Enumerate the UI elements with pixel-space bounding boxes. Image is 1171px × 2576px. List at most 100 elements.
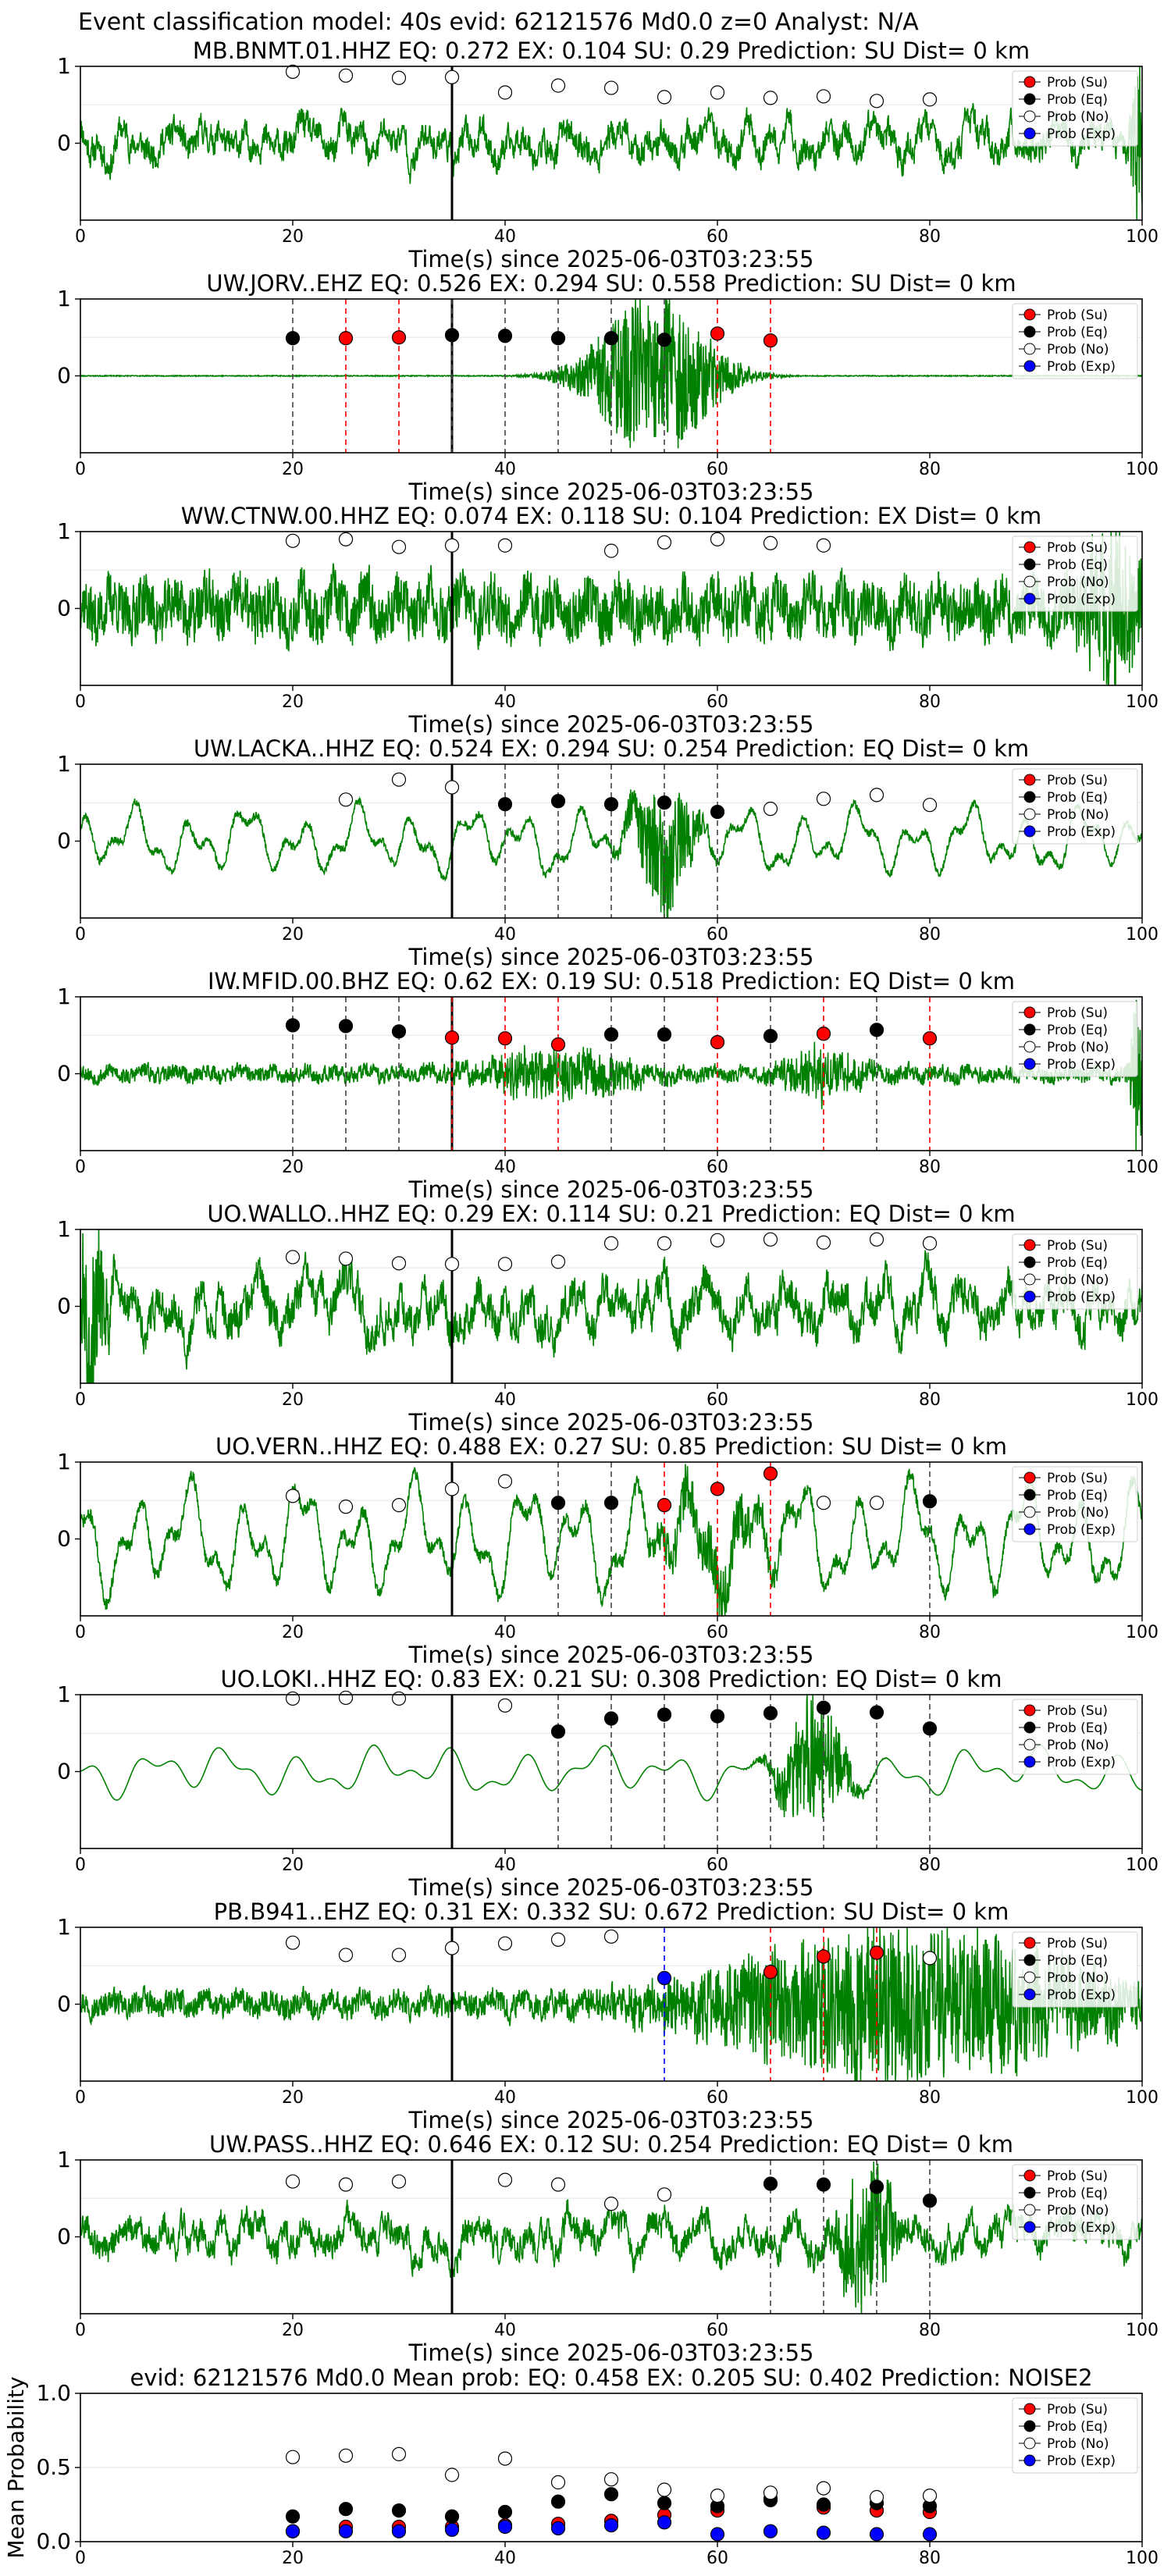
legend-marker-eq: [1023, 1256, 1036, 1268]
legend-label-eq: Prob (Eq): [1047, 1720, 1108, 1736]
mean-marker-eq: [497, 2504, 513, 2520]
x-tick-label: 20: [282, 1856, 304, 1875]
prob-marker-no: [497, 85, 513, 100]
legend-marker-eq: [1023, 326, 1036, 338]
waveform-line: [80, 789, 1142, 918]
prob-marker-eq: [763, 2176, 778, 2191]
prob-marker-no: [497, 1698, 513, 1713]
prob-marker-eq: [922, 2194, 938, 2208]
legend-label-exp: Prob (Exp): [1047, 1290, 1116, 1305]
legend-label-exp: Prob (Exp): [1047, 1755, 1116, 1770]
legend-label-su: Prob (Su): [1047, 2169, 1108, 2184]
x-tick-label: 60: [707, 1158, 728, 1177]
y-tick-label: 0: [57, 828, 71, 854]
prob-marker-no: [444, 69, 460, 84]
legend-marker-no: [1023, 1971, 1036, 1984]
station-panel-7: UO.VERN..HHZ EQ: 0.488 EX: 0.27 SU: 0.85…: [57, 1433, 1159, 1668]
legend-marker-exp: [1023, 127, 1036, 140]
prob-marker-no: [391, 70, 407, 85]
prob-marker-no: [285, 1691, 301, 1706]
x-axis-label: Time(s) since 2025-06-03T03:23:55: [408, 1642, 814, 1668]
prob-marker-eq: [869, 1705, 884, 1720]
prob-marker-no: [816, 538, 831, 553]
x-tick-label: 0: [75, 2549, 86, 2568]
prob-marker-eq: [550, 1724, 566, 1739]
legend-label-su: Prob (Su): [1047, 1238, 1108, 1254]
legend-marker-su: [1023, 2169, 1036, 2182]
panel-title: UO.VERN..HHZ EQ: 0.488 EX: 0.27 SU: 0.85…: [215, 1433, 1007, 1460]
waveform-line: [80, 1927, 1142, 2081]
prob-marker-exp: [657, 1970, 672, 1986]
y-tick-label: 0: [57, 1991, 71, 2017]
y-tick-label: 1: [57, 53, 71, 79]
legend-label-no: Prob (No): [1047, 2436, 1109, 2452]
prob-marker-no: [816, 792, 831, 806]
prob-marker-no: [550, 1932, 566, 1947]
prob-marker-no: [285, 1935, 301, 1950]
legend-marker-no: [1023, 2204, 1036, 2216]
legend-label-no: Prob (No): [1047, 575, 1109, 590]
x-tick-label: 0: [75, 2088, 86, 2108]
legend-box: [1012, 768, 1138, 845]
x-tick-label: 0: [75, 1623, 86, 1642]
x-tick-label: 100: [1126, 925, 1159, 945]
x-tick-label: 80: [919, 1856, 941, 1875]
prob-marker-no: [338, 1251, 354, 1266]
legend-marker-eq: [1023, 93, 1036, 105]
legend-label-eq: Prob (Eq): [1047, 1953, 1108, 1969]
legend-label-no: Prob (No): [1047, 1272, 1109, 1288]
x-tick-label: 100: [1126, 227, 1159, 247]
mean-marker-exp: [922, 2527, 938, 2542]
x-tick-label: 60: [707, 460, 728, 479]
prob-marker-su: [763, 333, 778, 348]
legend-marker-no: [1023, 1041, 1036, 1053]
legend-label-no: Prob (No): [1047, 807, 1109, 823]
legend-marker-exp: [1023, 1756, 1036, 1768]
x-tick-label: 20: [282, 1158, 304, 1177]
x-tick-label: 40: [494, 1856, 516, 1875]
prob-marker-su: [922, 1031, 938, 1046]
y-tick-label: 1: [57, 1681, 71, 1707]
legend-box: [1012, 1233, 1138, 1310]
mean-marker-no: [338, 2448, 354, 2463]
panel-title: UW.PASS..HHZ EQ: 0.646 EX: 0.12 SU: 0.25…: [209, 2131, 1013, 2158]
y-tick-label: 0: [57, 596, 71, 621]
x-tick-label: 80: [919, 1623, 941, 1642]
legend-box: [1012, 1466, 1138, 1542]
legend-marker-su: [1023, 2403, 1036, 2415]
legend-label-exp: Prob (Exp): [1047, 824, 1116, 840]
prob-marker-su: [657, 1498, 672, 1513]
mean-marker-eq: [603, 2487, 619, 2502]
x-tick-label: 60: [707, 2321, 728, 2340]
mean-marker-no: [657, 2482, 672, 2497]
legend-marker-su: [1023, 1471, 1036, 1484]
legend-marker-no: [1023, 2437, 1036, 2450]
x-axis-label: Time(s) since 2025-06-03T03:23:55: [408, 2339, 814, 2366]
mean-marker-exp: [657, 2515, 672, 2530]
y-tick-label: 1: [57, 1914, 71, 1940]
panel-title: WW.CTNW.00.HHZ EQ: 0.074 EX: 0.118 SU: 0…: [181, 503, 1042, 529]
x-tick-label: 80: [919, 925, 941, 945]
legend-label-eq: Prob (Eq): [1047, 790, 1108, 806]
panel-title: UO.LOKI..HHZ EQ: 0.83 EX: 0.21 SU: 0.308…: [220, 1666, 1002, 1692]
prob-marker-su: [550, 1037, 566, 1052]
prob-marker-no: [550, 2177, 566, 2192]
x-tick-label: 80: [919, 2549, 941, 2568]
prob-marker-no: [710, 85, 725, 100]
mean-probability-panel: evid: 62121576 Md0.0 Mean prob: EQ: 0.45…: [3, 2364, 1159, 2568]
prob-marker-no: [816, 1235, 831, 1250]
x-tick-label: 20: [282, 2088, 304, 2108]
prob-marker-no: [657, 90, 672, 105]
prob-marker-no: [444, 538, 460, 553]
x-tick-label: 40: [494, 692, 516, 712]
prob-marker-eq: [550, 331, 566, 346]
mean-marker-no: [922, 2489, 938, 2503]
x-axis-label: Time(s) since 2025-06-03T03:23:55: [408, 479, 814, 505]
mean-marker-exp: [338, 2524, 354, 2539]
x-tick-label: 40: [494, 1390, 516, 1410]
prob-marker-no: [391, 1948, 407, 1962]
prob-marker-no: [338, 792, 354, 807]
mean-marker-no: [550, 2475, 566, 2490]
legend-box: [1012, 70, 1138, 147]
prob-marker-su: [710, 326, 725, 341]
